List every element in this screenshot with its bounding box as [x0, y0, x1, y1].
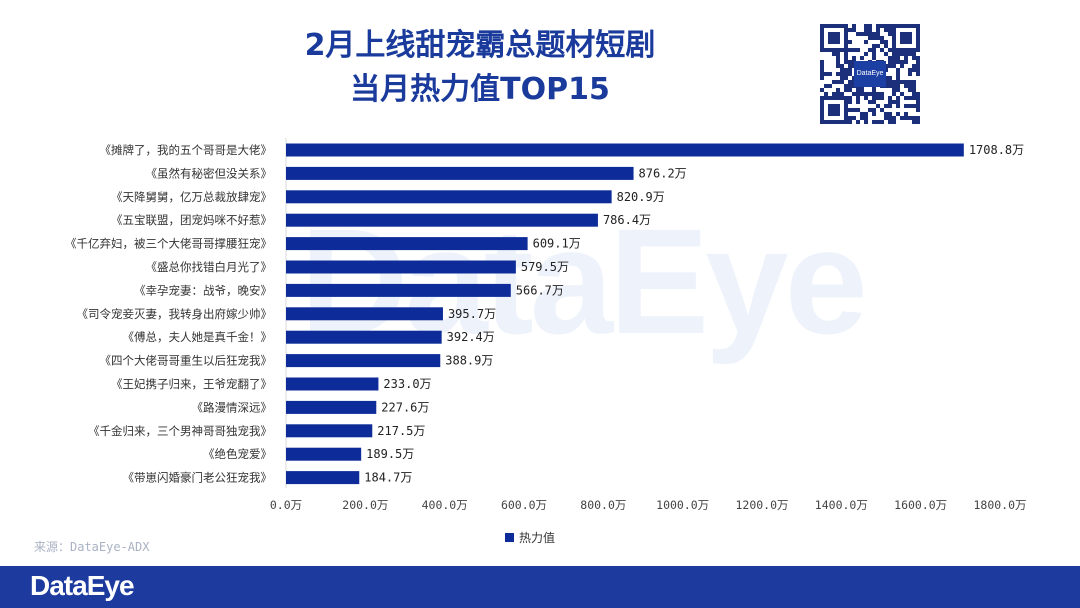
data-label: 392.4万	[447, 330, 495, 344]
bar	[286, 260, 516, 274]
data-label: 786.4万	[603, 213, 651, 227]
category-label: 《绝色宠爱》	[203, 447, 272, 461]
chart-title-line1: 2月上线甜宠霸总题材短剧	[304, 28, 656, 63]
category-label: 《幸孕宠妻：战爷，晚安》	[134, 283, 272, 297]
legend-label: 热力值	[519, 531, 556, 545]
x-tick-label: 1600.0万	[894, 498, 947, 512]
category-label: 《路漫情深远》	[192, 400, 273, 414]
data-label: 189.5万	[366, 447, 414, 461]
category-label: 《司令宠妾灭妻，我转身出府嫁少帅》	[77, 307, 273, 321]
data-label: 233.0万	[383, 377, 431, 391]
category-label: 《五宝联盟，团宠妈咪不好惹》	[111, 213, 272, 227]
data-label: 227.6万	[381, 400, 429, 414]
bar	[286, 447, 362, 461]
bar	[286, 400, 377, 414]
bar	[286, 213, 598, 227]
category-label: 《千亿弃妇，被三个大佬哥哥撑腰狂宠》	[65, 237, 272, 251]
category-label: 《天降舅舅，亿万总裁放肆宠》	[111, 190, 272, 204]
data-label: 609.1万	[533, 237, 581, 251]
chart-legend: 热力值	[505, 529, 555, 546]
data-label: 388.9万	[445, 354, 493, 368]
category-label: 《千金归来，三个男神哥哥独宠我》	[88, 424, 272, 438]
data-label: 217.5万	[377, 424, 425, 438]
bar	[286, 377, 379, 391]
data-label: 566.7万	[516, 283, 564, 297]
bar	[286, 354, 441, 368]
x-tick-label: 1400.0万	[815, 498, 868, 512]
bar	[286, 283, 511, 297]
x-tick-label: 800.0万	[580, 498, 626, 512]
bar	[286, 237, 528, 251]
bar	[286, 143, 964, 157]
qr-logo: DataEye	[854, 61, 886, 87]
category-label: 《傅总，夫人她是真千金！》	[123, 330, 273, 344]
chart-title-line2: 当月热力值TOP15	[350, 72, 610, 107]
source-label: 来源：DataEye-ADX	[34, 540, 150, 554]
bar	[286, 330, 442, 344]
data-label: 876.2万	[639, 166, 687, 180]
x-tick-label: 1800.0万	[973, 498, 1026, 512]
qr-code	[820, 24, 920, 124]
bar	[286, 166, 634, 180]
category-label: 《虽然有秘密但没关系》	[146, 166, 273, 180]
footer-logo: DataEye	[30, 570, 135, 601]
category-label: 《带崽闪婚豪门老公狂宠我》	[123, 471, 273, 485]
data-label: 579.5万	[521, 260, 569, 274]
data-label: 395.7万	[448, 307, 496, 321]
category-label: 《摊牌了，我的五个哥哥是大佬》	[100, 143, 273, 157]
data-label: 184.7万	[364, 471, 412, 485]
category-label: 《四个大佬哥哥重生以后狂宠我》	[100, 354, 273, 368]
x-tick-label: 600.0万	[501, 498, 547, 512]
category-label: 《盛总你找错白月光了》	[146, 260, 273, 274]
bar-chart: 《摊牌了，我的五个哥哥是大佬》 1708.8万《虽然有秘密但没关系》 876.2万《…	[65, 138, 1027, 512]
x-tick-label: 1200.0万	[735, 498, 788, 512]
x-tick-label: 0.0万	[270, 498, 302, 512]
x-tick-label: 1000.0万	[656, 498, 709, 512]
bar	[286, 307, 443, 321]
data-label: 1708.8万	[969, 143, 1024, 157]
x-tick-label: 200.0万	[342, 498, 388, 512]
legend-swatch	[505, 533, 514, 542]
bar	[286, 190, 612, 204]
bar	[286, 424, 373, 438]
category-label: 《王妃携子归来，王爷宠翻了》	[111, 377, 272, 391]
bar	[286, 471, 360, 485]
data-label: 820.9万	[617, 190, 665, 204]
x-tick-label: 400.0万	[422, 498, 468, 512]
footer-bar: DataEye	[0, 566, 1080, 608]
